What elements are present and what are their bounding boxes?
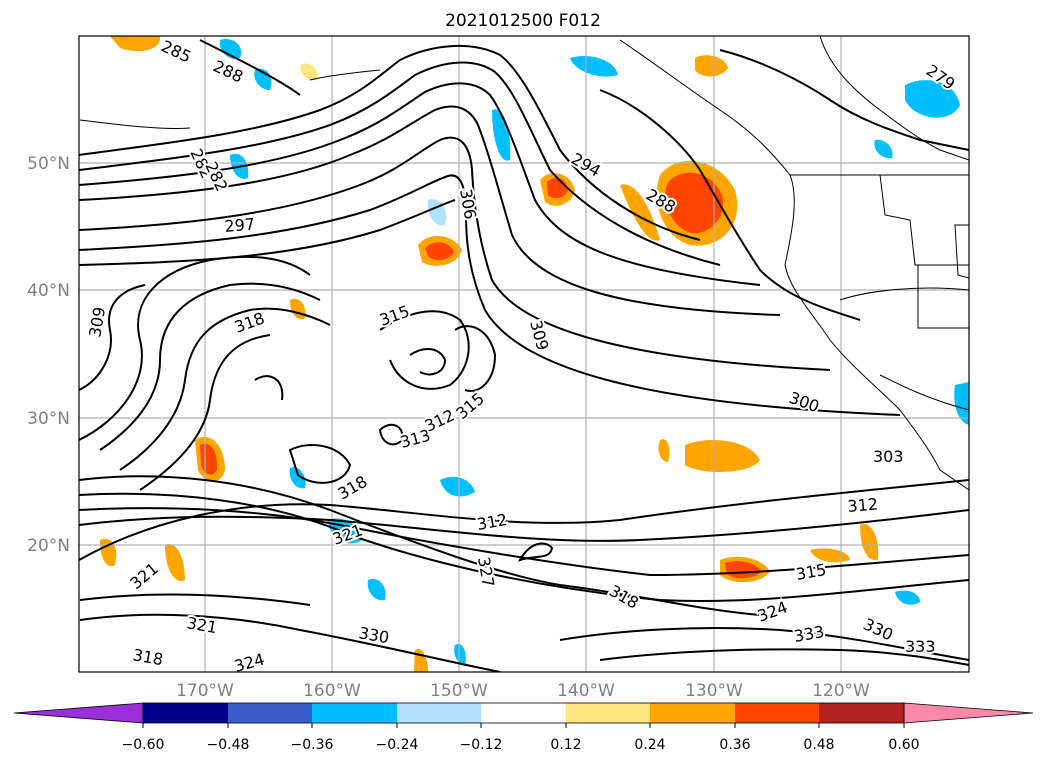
colorbar-segment: [481, 703, 566, 723]
positive-anomaly-shading: [100, 36, 879, 672]
colorbar-segment: [312, 703, 397, 723]
contour-label: 333: [905, 637, 936, 656]
contour-label: 312: [847, 494, 879, 516]
contour-lines: [79, 39, 969, 672]
colorbar-tick-label: 0.24: [634, 737, 665, 753]
lon-tick-label: 120°W: [812, 681, 870, 701]
colorbar-ticks: [142, 723, 905, 728]
colorbar-tick-label: 0.60: [888, 737, 919, 753]
colorbar-tick-label: −0.12: [460, 737, 503, 753]
lat-tick-label: 20°N: [27, 536, 70, 556]
colorbar-segment: [735, 703, 819, 723]
colorbar-segment: [228, 703, 312, 723]
colorbar-segment: [397, 703, 481, 723]
contour-label: 321: [330, 520, 365, 548]
colorbar-tick-label: 0.36: [719, 737, 750, 753]
lat-tick-label: 30°N: [27, 409, 70, 429]
colorbar-tick-label: −0.48: [207, 737, 250, 753]
colorbar-extend-min: [13, 702, 144, 724]
map-frame: [78, 35, 970, 673]
contour-label: 297: [224, 214, 256, 236]
colorbar-tick-label: −0.24: [376, 737, 419, 753]
lon-tick-label: 170°W: [176, 681, 234, 701]
lon-tick-label: 150°W: [430, 681, 488, 701]
colorbar-tick-label: 0.12: [550, 737, 581, 753]
contour-label: 303: [873, 447, 904, 466]
coastlines: [79, 36, 969, 491]
colorbar-segment: [143, 703, 228, 723]
colorbar-tick-label: 0.48: [803, 737, 834, 753]
lat-tick-label: 40°N: [27, 281, 70, 301]
colorbar-segment: [650, 703, 735, 723]
lat-tick-label: 50°N: [27, 154, 70, 174]
longitude-axis: 170°W 160°W 150°W 140°W 130°W 120°W: [176, 681, 870, 701]
lon-tick-label: 160°W: [303, 681, 361, 701]
latitude-axis: 50°N 40°N 30°N 20°N: [27, 154, 70, 556]
map-plot-area: 285 288 282 282 297 306 294 288 279 309 …: [79, 36, 969, 672]
colorbar-segment: [566, 703, 650, 723]
colorbar-segment: [819, 703, 904, 723]
lon-tick-label: 130°W: [685, 681, 743, 701]
colorbar-tick-label: −0.60: [122, 737, 165, 753]
colorbar-extend-max: [903, 702, 1034, 724]
contour-label: 315: [794, 560, 827, 584]
colorbar-tick-label: −0.36: [291, 737, 334, 753]
lon-tick-label: 140°W: [557, 681, 615, 701]
colorbar: −0.60 −0.48 −0.36 −0.24 −0.12 0.12 0.24 …: [13, 702, 1034, 753]
map-title: 2021012500 F012: [445, 11, 601, 31]
